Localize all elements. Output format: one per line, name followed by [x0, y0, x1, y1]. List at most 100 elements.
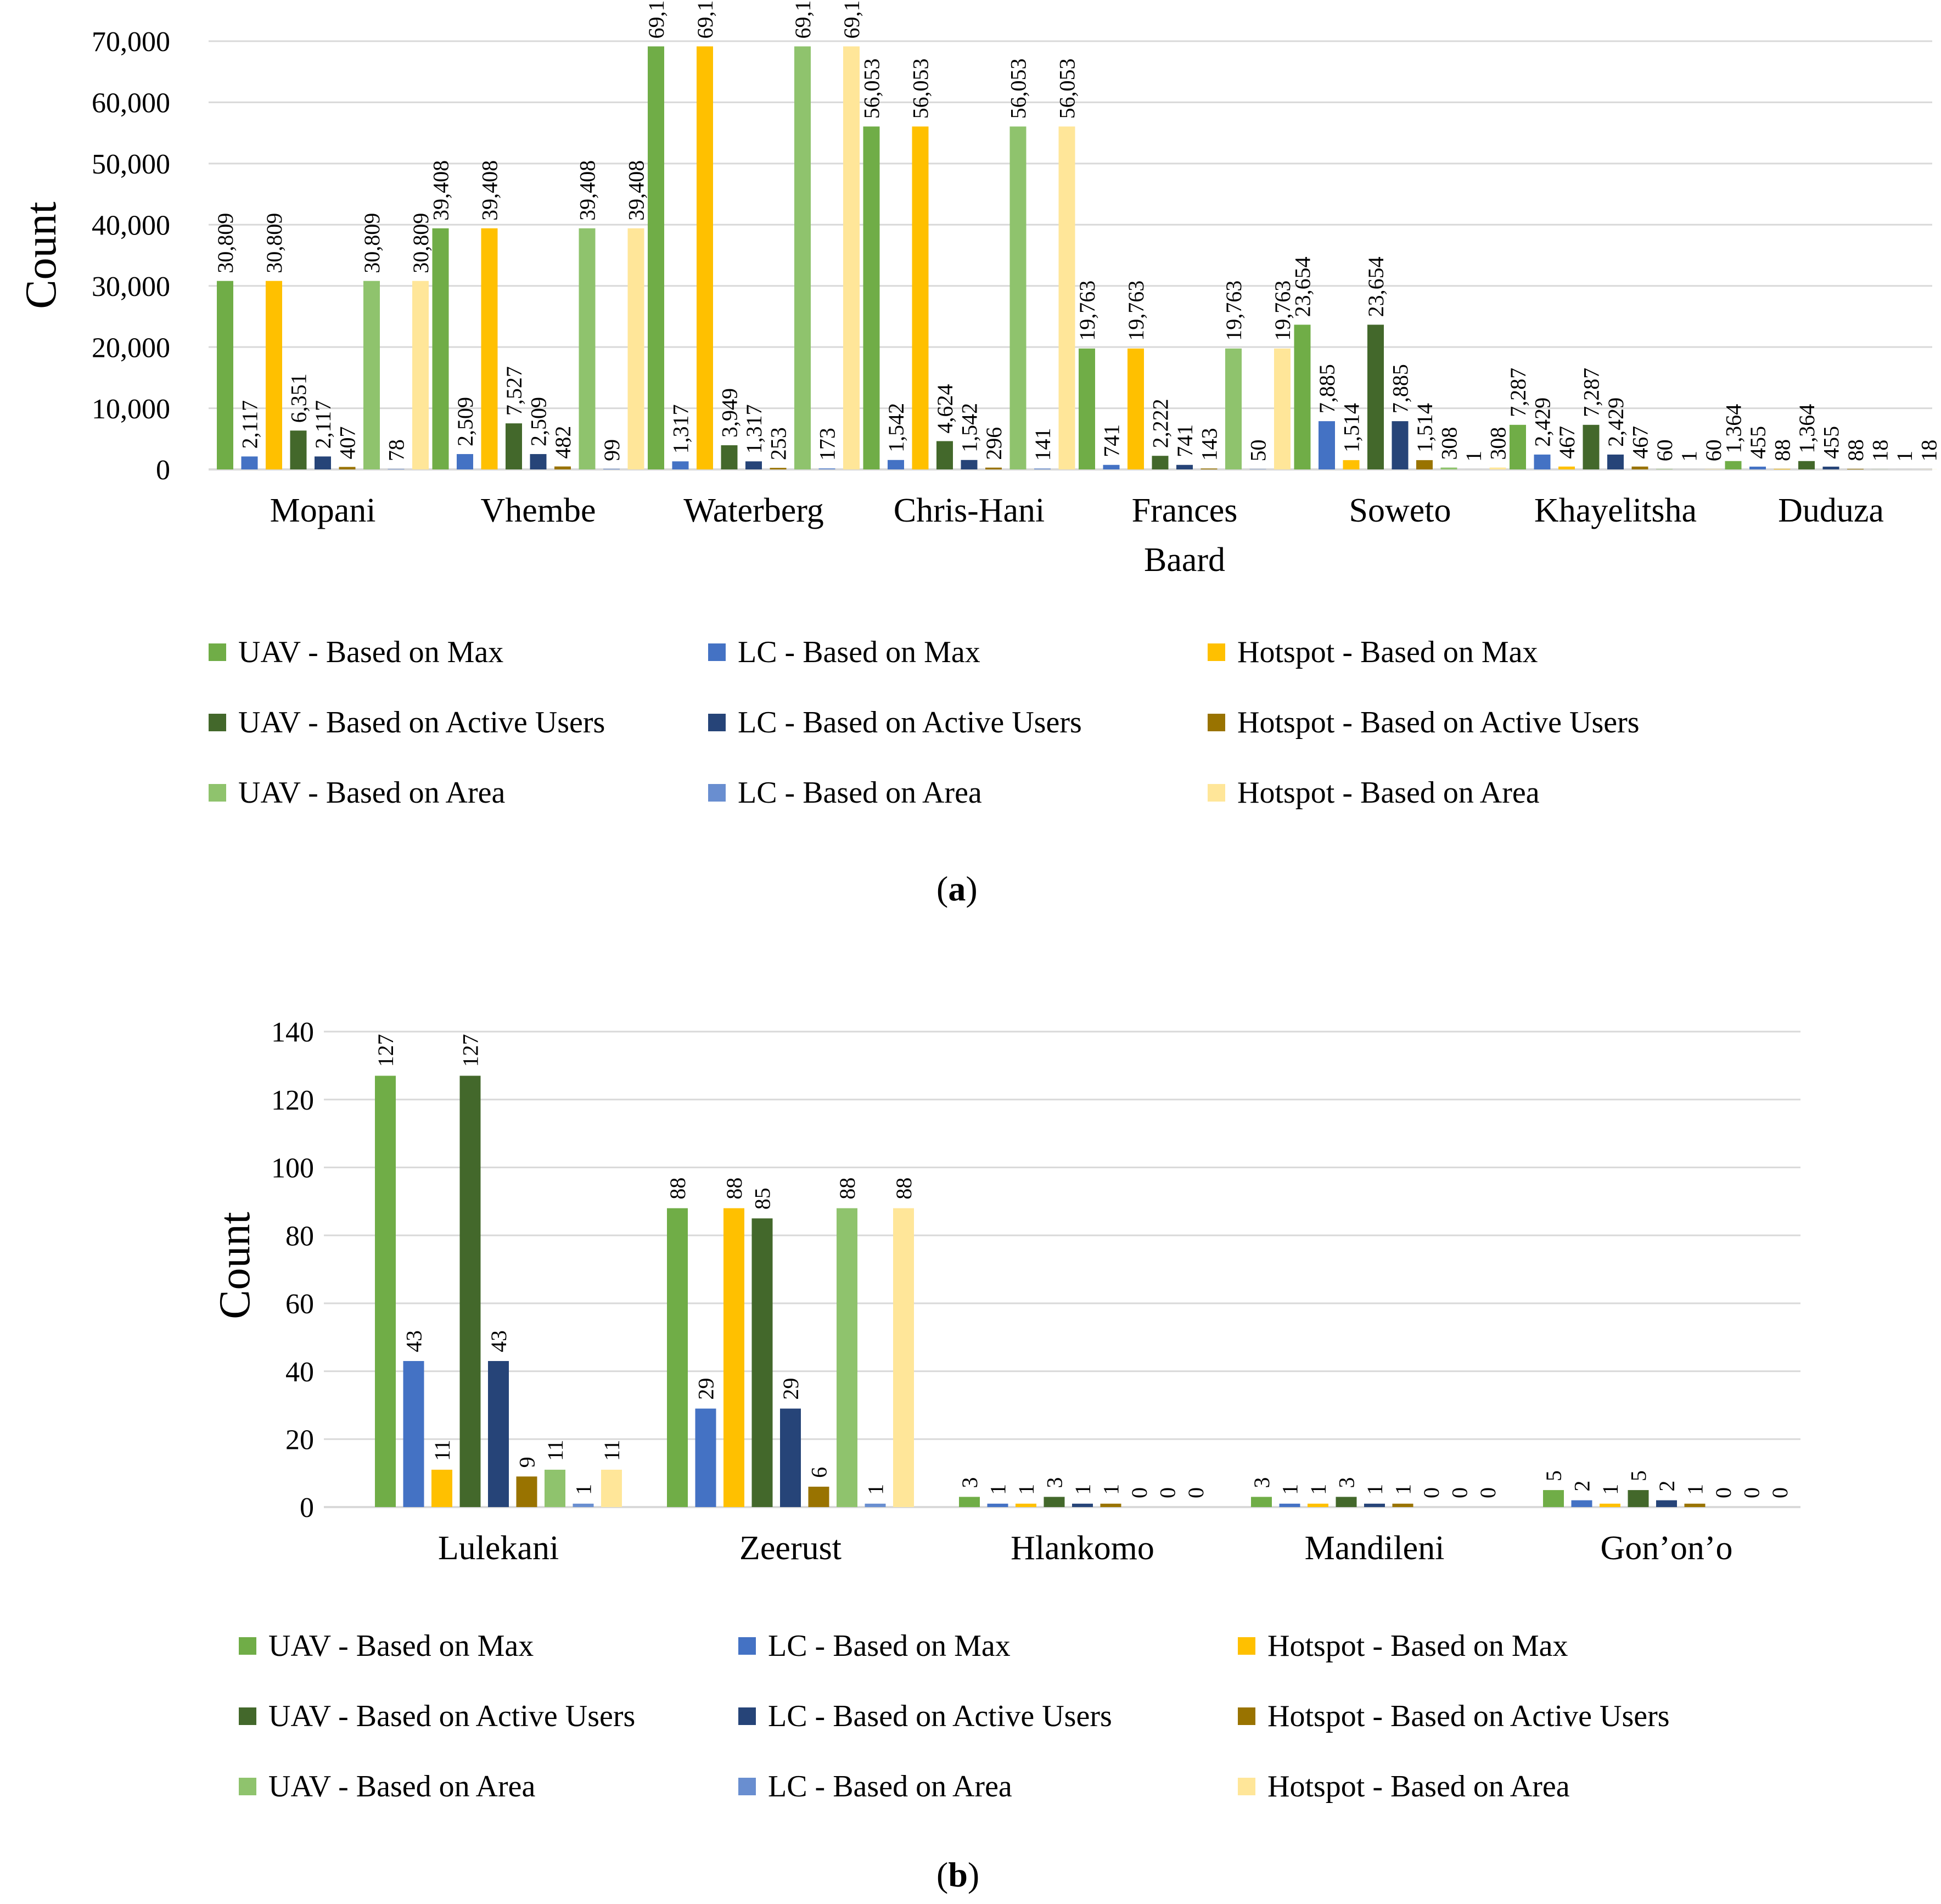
ylabel-b: Count	[211, 1212, 259, 1319]
legend-swatch	[738, 1637, 756, 1655]
data-label-b-2-6: 0	[1127, 1487, 1152, 1498]
legend-item-b-7: LC - Based on Area	[738, 1766, 1238, 1807]
ytick-label-b-5: 100	[271, 1153, 314, 1184]
data-label-a-5-4: 7,885	[1388, 364, 1413, 413]
bar-b-3-5	[1392, 1503, 1413, 1507]
legend-item-b-1: LC - Based on Max	[738, 1625, 1238, 1667]
legend-swatch	[708, 714, 726, 731]
legend-item-a-1: LC - Based on Max	[708, 631, 1208, 673]
bar-a-4-6	[1225, 348, 1242, 469]
data-label-b-2-3: 3	[1042, 1477, 1067, 1488]
data-label-b-0-5: 9	[515, 1457, 540, 1468]
bar-a-4-5	[1200, 468, 1218, 469]
bar-b-4-2	[1600, 1503, 1620, 1507]
bar-a-7-4	[1822, 466, 1839, 469]
data-label-a-6-7: 1	[1677, 451, 1702, 462]
data-label-b-4-2: 1	[1598, 1484, 1623, 1495]
legend-swatch	[1208, 784, 1225, 802]
bar-b-1-8	[893, 1208, 914, 1507]
bar-a-5-6	[1440, 467, 1457, 469]
legend-swatch	[239, 1637, 256, 1655]
legend-item-b-5: Hotspot - Based on Active Users	[1238, 1695, 1737, 1737]
bar-a-3-0	[863, 126, 880, 469]
data-label-a-3-8: 56,053	[1055, 58, 1080, 119]
category-label-a-1-0: Vhembe	[480, 492, 596, 529]
ytick-label-a-6: 60,000	[92, 88, 170, 119]
bar-a-6-1	[1534, 454, 1551, 469]
data-label-b-2-7: 0	[1155, 1487, 1180, 1498]
bar-a-6-5	[1631, 466, 1648, 469]
category-label-a-2-0: Waterberg	[683, 492, 824, 529]
bar-b-2-3	[1044, 1497, 1065, 1507]
data-label-b-3-2: 1	[1306, 1484, 1331, 1495]
data-label-b-1-2: 88	[722, 1178, 747, 1200]
data-label-b-0-2: 11	[430, 1440, 455, 1461]
bar-a-1-5	[554, 466, 571, 469]
data-label-a-3-6: 56,053	[1006, 58, 1031, 119]
bar-b-4-5	[1684, 1503, 1706, 1507]
legend-item-a-0: UAV - Based on Max	[209, 631, 708, 673]
bar-a-0-4	[315, 456, 331, 469]
data-label-b-3-8: 0	[1476, 1487, 1500, 1498]
legend-label: Hotspot - Based on Area	[1267, 1769, 1570, 1804]
legend-item-b-4: LC - Based on Active Users	[738, 1695, 1238, 1737]
bar-a-7-1	[1749, 466, 1766, 469]
bar-b-3-2	[1308, 1503, 1328, 1507]
bar-a-5-1	[1319, 421, 1335, 469]
data-label-b-4-8: 0	[1768, 1487, 1792, 1498]
bar-b-4-1	[1571, 1500, 1592, 1507]
legend-label: LC - Based on Max	[768, 1629, 1011, 1663]
legend-panel-a: UAV - Based on Max LC - Based on Max Hotsp…	[209, 631, 1707, 814]
bar-a-2-3	[721, 445, 738, 469]
legend-swatch	[1238, 1778, 1255, 1795]
bar-a-1-6	[579, 228, 596, 469]
data-label-a-0-6: 30,809	[360, 213, 384, 273]
data-label-a-7-0: 1,364	[1721, 404, 1746, 453]
bar-b-1-1	[695, 1408, 716, 1507]
bar-a-2-4	[745, 461, 762, 469]
category-label-a-3-0: Chris-Hani	[894, 492, 1045, 529]
legend-label: LC - Based on Area	[738, 776, 982, 810]
bar-a-2-7	[818, 468, 835, 469]
data-label-a-7-8: 18	[1917, 440, 1941, 462]
data-label-a-4-0: 19,763	[1075, 281, 1099, 341]
bar-a-0-2	[266, 281, 282, 469]
panel-label-a: (a)	[936, 869, 978, 908]
legend-label: Hotspot - Based on Active Users	[1267, 1699, 1670, 1733]
bar-b-0-3	[459, 1076, 481, 1507]
legend-panel-b: UAV - Based on Max LC - Based on Max Hotsp…	[239, 1625, 1737, 1807]
data-label-a-1-2: 39,408	[478, 160, 502, 221]
ytick-label-b-7: 140	[271, 1017, 314, 1048]
legend-swatch	[708, 643, 726, 661]
bar-a-3-1	[888, 460, 904, 469]
bar-b-1-5	[808, 1486, 829, 1507]
legend-label: LC - Based on Area	[768, 1769, 1012, 1804]
bar-a-5-5	[1416, 460, 1433, 469]
bar-b-4-0	[1543, 1490, 1564, 1507]
data-label-a-5-3: 23,654	[1364, 256, 1388, 317]
panel-label-b: (b)	[936, 1855, 980, 1894]
legend-swatch	[1208, 714, 1225, 731]
bar-b-1-7	[865, 1503, 886, 1507]
legend-swatch	[209, 643, 226, 661]
category-label-a-4-1: Baard	[1144, 541, 1225, 579]
bar-b-3-4	[1364, 1503, 1385, 1507]
bar-a-1-3	[506, 423, 522, 469]
data-label-a-4-2: 19,763	[1124, 281, 1148, 341]
bar-b-0-5	[516, 1476, 537, 1507]
data-label-b-4-4: 2	[1654, 1481, 1679, 1492]
ytick-label-b-2: 40	[285, 1357, 314, 1388]
bar-b-2-2	[1016, 1503, 1036, 1507]
legend-label: LC - Based on Max	[738, 635, 980, 669]
data-label-b-3-7: 0	[1448, 1487, 1472, 1498]
data-label-a-7-3: 1,364	[1794, 404, 1819, 453]
legend-item-a-6: UAV - Based on Area	[209, 772, 708, 814]
ytick-label-a-0: 0	[156, 455, 170, 486]
data-label-b-3-3: 3	[1334, 1477, 1359, 1488]
data-label-b-3-1: 1	[1278, 1484, 1303, 1495]
data-label-a-5-0: 23,654	[1291, 256, 1315, 317]
bar-b-1-6	[837, 1208, 857, 1507]
legend-item-a-8: Hotspot - Based on Area	[1208, 772, 1707, 814]
ytick-label-a-1: 10,000	[92, 394, 170, 425]
legend-swatch	[708, 784, 726, 802]
